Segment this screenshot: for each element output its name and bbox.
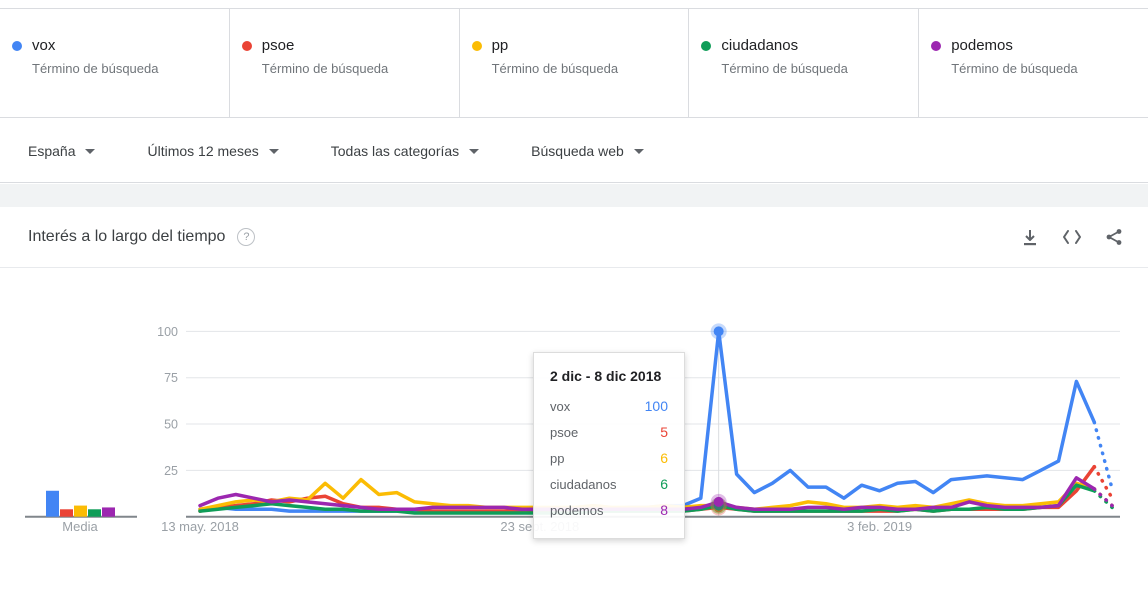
term-title: psoe bbox=[241, 37, 443, 54]
term-card-pp[interactable]: pp Término de búsqueda bbox=[460, 9, 690, 117]
filter-dropdown-3[interactable]: Búsqueda web bbox=[531, 143, 644, 159]
term-label: ciudadanos bbox=[721, 37, 799, 54]
media-bar-ciudadanos bbox=[88, 509, 101, 517]
term-subtitle: Término de búsqueda bbox=[721, 61, 848, 76]
tooltip-term: vox bbox=[550, 398, 571, 414]
term-subtitle: Término de búsqueda bbox=[491, 61, 619, 76]
dotted-segment bbox=[1092, 487, 1114, 508]
term-label: podemos bbox=[951, 37, 1013, 54]
svg-text:75: 75 bbox=[164, 371, 178, 385]
chart-tooltip: 2 dic - 8 dic 2018 vox 100 psoe 5 pp 6 ciud… bbox=[533, 352, 685, 539]
dotted-segment bbox=[1092, 464, 1114, 500]
tooltip-row-vox: vox 100 bbox=[550, 398, 668, 414]
tooltip-value: 6 bbox=[660, 450, 668, 466]
term-title: ciudadanos bbox=[701, 37, 902, 54]
media-bar-podemos bbox=[102, 507, 115, 517]
embed-code-icon[interactable] bbox=[1062, 227, 1082, 247]
chevron-down-icon bbox=[633, 149, 644, 154]
term-card-psoe[interactable]: psoe Término de búsqueda bbox=[230, 9, 460, 117]
media-bar-chart: Media bbox=[46, 490, 115, 534]
tooltip-term: ciudadanos bbox=[550, 476, 617, 492]
filter-bar: España Últimos 12 meses Todas las catego… bbox=[0, 119, 1148, 183]
chevron-down-icon bbox=[469, 149, 480, 154]
term-card-podemos[interactable]: podemos Término de búsqueda bbox=[919, 9, 1148, 117]
help-icon[interactable]: ? bbox=[237, 228, 256, 246]
term-color-dot-icon bbox=[701, 40, 712, 51]
tooltip-row-pp: pp 6 bbox=[550, 450, 668, 466]
svg-text:13 may. 2018: 13 may. 2018 bbox=[161, 519, 239, 534]
filter-label: España bbox=[28, 142, 76, 159]
svg-text:50: 50 bbox=[164, 418, 178, 432]
media-bar-pp bbox=[74, 505, 87, 517]
svg-text:3 feb. 2019: 3 feb. 2019 bbox=[847, 519, 912, 534]
term-color-dot-icon bbox=[471, 40, 482, 51]
term-subtitle: Término de búsqueda bbox=[32, 61, 159, 76]
filter-dropdown-0[interactable]: España bbox=[28, 142, 96, 159]
media-bar-psoe bbox=[60, 509, 73, 517]
tooltip-term: pp bbox=[550, 450, 565, 466]
term-subtitle: Término de búsqueda bbox=[261, 61, 389, 76]
svg-text:Media: Media bbox=[62, 519, 98, 534]
highlight-marker-podemos bbox=[710, 493, 727, 510]
tooltip-value: 5 bbox=[660, 424, 668, 440]
term-card-vox[interactable]: vox Término de búsqueda bbox=[0, 9, 230, 117]
tooltip-row-podemos: podemos 8 bbox=[550, 502, 668, 518]
chevron-down-icon bbox=[268, 149, 279, 154]
search-terms-row: vox Término de búsqueda psoe Término de … bbox=[0, 8, 1148, 118]
tooltip-value: 6 bbox=[660, 476, 668, 492]
term-subtitle: Término de búsqueda bbox=[951, 61, 1078, 76]
highlight-marker-vox bbox=[710, 323, 727, 340]
term-label: psoe bbox=[261, 37, 295, 54]
filter-label: Últimos 12 meses bbox=[147, 142, 259, 159]
term-card-ciudadanos[interactable]: ciudadanos Término de búsqueda bbox=[689, 9, 920, 117]
svg-text:100: 100 bbox=[157, 325, 178, 339]
chevron-down-icon bbox=[85, 149, 96, 154]
tooltip-row-psoe: psoe 5 bbox=[550, 424, 668, 440]
filter-dropdown-1[interactable]: Últimos 12 meses bbox=[147, 142, 279, 159]
tooltip-value: 8 bbox=[660, 502, 668, 518]
panel-header: Interés a lo largo del tiempo ? bbox=[0, 207, 1148, 268]
term-label: pp bbox=[491, 37, 509, 54]
media-bar-vox bbox=[46, 490, 59, 517]
dotted-segment bbox=[1092, 420, 1114, 491]
share-icon[interactable] bbox=[1104, 227, 1124, 247]
filter-label: Todas las categorías bbox=[330, 142, 460, 159]
section-divider bbox=[0, 184, 1148, 207]
term-label: vox bbox=[32, 37, 56, 54]
svg-text:25: 25 bbox=[164, 464, 178, 478]
term-title: vox bbox=[12, 37, 213, 54]
filter-dropdown-2[interactable]: Todas las categorías bbox=[330, 142, 480, 159]
filter-label: Búsqueda web bbox=[531, 142, 624, 159]
download-icon[interactable] bbox=[1020, 227, 1040, 247]
tooltip-row-ciudadanos: ciudadanos 6 bbox=[550, 476, 668, 492]
tooltip-date-range: 2 dic - 8 dic 2018 bbox=[550, 368, 662, 384]
dotted-segment bbox=[1092, 487, 1114, 508]
panel-title: Interés a lo largo del tiempo bbox=[28, 228, 226, 245]
term-color-dot-icon bbox=[241, 40, 252, 51]
term-title: pp bbox=[471, 37, 673, 54]
term-title: podemos bbox=[931, 37, 1132, 54]
tooltip-term: podemos bbox=[550, 502, 604, 518]
tooltip-value: 100 bbox=[644, 398, 668, 414]
term-color-dot-icon bbox=[931, 40, 942, 51]
term-color-dot-icon bbox=[12, 40, 22, 51]
tooltip-term: psoe bbox=[550, 424, 579, 440]
